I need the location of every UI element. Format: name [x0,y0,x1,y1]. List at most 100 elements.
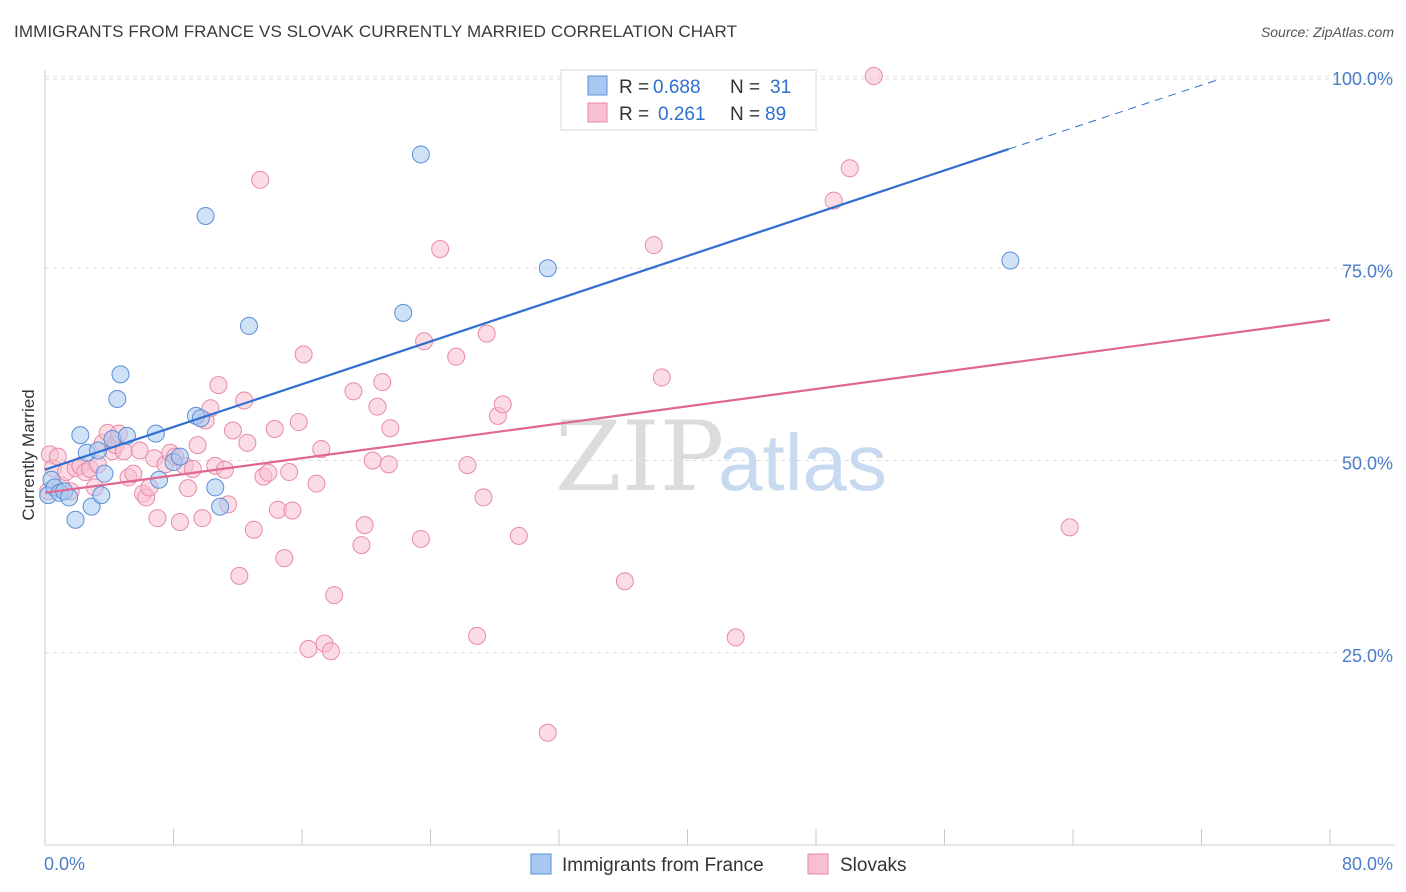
point-slovaks-80 [493,395,512,414]
legend-swatch-slovak [587,102,608,123]
y-tick-label-25: 25.0% [1342,646,1393,666]
trend-line-slovaks [44,318,1331,494]
legend-box: R = 0.688 N = 31 R = 0.261 N = 89 [560,69,817,131]
point-slovaks-32 [178,479,197,498]
point-slovaks-59 [312,439,331,458]
legend-n-label-slovak: N = [730,104,760,125]
point-slovaks-82 [538,723,557,742]
point-slovaks-30 [170,513,189,532]
point-slovaks-70 [381,419,400,438]
point-slovaks-35 [193,509,212,528]
watermark-zip: ZIP [555,401,724,513]
point-slovaks-49 [259,463,278,482]
legend-r-label-slovak: R = [619,104,649,125]
bottom-legend-swatch-france [530,853,552,875]
point-slovaks-63 [344,382,363,401]
x-tick-label-min: 0.0% [44,854,85,874]
point-slovaks-62 [325,586,344,605]
point-slovaks-84 [644,236,663,255]
point-slovaks-52 [275,549,294,568]
bottom-legend-label-slovak: Slovaks [840,855,907,876]
point-france-15 [111,365,130,384]
point-slovaks-61 [321,642,340,661]
point-france-12 [95,464,114,483]
point-slovaks-90 [1060,518,1079,537]
point-france-11 [92,486,111,505]
point-france-23 [196,206,215,225]
point-slovaks-58 [307,474,326,493]
series-slovaks [39,67,1079,742]
x-axis-ticks [44,829,1331,845]
gridlines [45,75,1395,654]
point-slovaks-69 [379,455,398,474]
point-slovaks-54 [283,501,302,520]
point-slovaks-66 [363,451,382,470]
point-slovaks-83 [615,572,634,591]
point-france-7 [71,426,90,445]
y-axis-title: Currently Married [19,389,38,520]
point-france-6 [66,510,85,529]
point-slovaks-46 [244,520,263,539]
point-slovaks-74 [447,347,466,366]
trend-line-france-extension [1008,79,1218,150]
legend-n-label-france: N = [730,77,760,98]
bottom-legend-label-france: Immigrants from France [562,855,764,876]
point-slovaks-33 [183,459,202,478]
point-france-9 [82,497,101,516]
point-slovaks-34 [188,436,207,455]
bottom-legend-swatch-slovak [807,853,829,875]
point-france-18 [150,470,169,489]
point-france-25 [211,497,230,516]
point-slovaks-42 [223,421,242,440]
point-slovaks-47 [251,170,270,189]
point-slovaks-53 [280,463,299,482]
chart-source: Source: ZipAtlas.com [1260,24,1394,40]
point-slovaks-67 [368,397,387,416]
legend-swatch-france [587,75,608,96]
trend-line-france [44,148,1010,471]
legend-n-value-slovak: 89 [765,104,786,125]
point-slovaks-56 [294,345,313,364]
watermark-atlas: atlas [718,418,887,507]
point-slovaks-77 [474,488,493,507]
legend-n-value-france: 31 [770,77,791,98]
point-france-30 [1001,251,1020,270]
trend-lines [44,79,1331,494]
point-slovaks-89 [864,67,883,85]
point-france-24 [206,478,225,497]
point-slovaks-43 [230,566,249,585]
point-slovaks-45 [238,433,257,452]
point-slovaks-78 [477,324,496,343]
point-slovaks-85 [652,368,671,387]
legend-r-value-slovak: 0.261 [658,104,706,125]
point-slovaks-55 [289,413,308,432]
point-france-29 [538,259,557,278]
point-slovaks-20 [124,464,143,483]
point-slovaks-86 [726,628,745,647]
point-slovaks-88 [840,159,859,178]
point-slovaks-21 [130,441,149,460]
point-slovaks-73 [431,240,450,259]
point-france-10 [89,441,108,460]
point-france-27 [394,303,413,322]
point-france-20 [170,447,189,466]
point-slovaks-39 [209,376,228,395]
bottom-legend: Immigrants from France Slovaks [530,853,907,876]
point-slovaks-65 [355,516,374,535]
y-tick-labels: 25.0% 50.0% 75.0% 100.0% [1332,69,1393,666]
point-slovaks-64 [352,536,371,555]
point-slovaks-68 [373,373,392,392]
point-france-26 [239,316,258,335]
point-slovaks-81 [509,526,528,545]
point-slovaks-71 [411,529,430,548]
point-slovaks-57 [299,639,318,658]
point-france-14 [108,389,127,408]
x-tick-label-max: 80.0% [1342,854,1393,874]
y-tick-label-50: 50.0% [1342,454,1393,474]
y-tick-label-75: 75.0% [1342,261,1393,281]
y-tick-label-100: 100.0% [1332,69,1393,89]
legend-r-label-france: R = [619,77,649,98]
point-slovaks-50 [265,419,284,438]
point-slovaks-26 [148,509,167,528]
